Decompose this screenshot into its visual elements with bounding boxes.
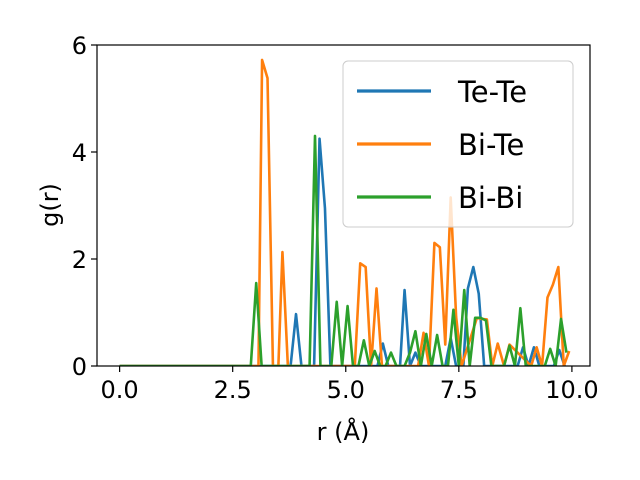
y-tick-label: 4: [72, 139, 87, 167]
legend-label-te-te: Te-Te: [457, 75, 527, 109]
x-tick-label: 5.0: [327, 376, 365, 404]
x-tick-label: 2.5: [214, 376, 252, 404]
legend-label-bi-te: Bi-Te: [458, 128, 524, 162]
series-layer: [119, 58, 571, 366]
y-axis: 0 2 4 6: [72, 32, 97, 381]
plot-frame: [96, 44, 591, 367]
legend-box: [342, 60, 574, 228]
x-axis-title: r (Å): [317, 417, 370, 446]
x-tick-label: 10.0: [545, 376, 598, 404]
y-tick-label: 2: [72, 246, 87, 274]
series-line-bi-te: [119, 58, 571, 366]
x-tick-label: 7.5: [440, 376, 478, 404]
y-tick-label: 0: [72, 353, 87, 381]
y-tick-label: 6: [72, 32, 87, 60]
series-line-bi-bi: [119, 134, 568, 366]
legend: Te-Te Bi-Te Bi-Bi: [342, 60, 574, 228]
x-tick-label: 0.0: [101, 376, 139, 404]
legend-label-bi-bi: Bi-Bi: [458, 181, 523, 215]
y-axis-title: g(r): [36, 183, 64, 227]
x-axis: 0.0 2.5 5.0 7.5 10.0: [101, 366, 599, 404]
